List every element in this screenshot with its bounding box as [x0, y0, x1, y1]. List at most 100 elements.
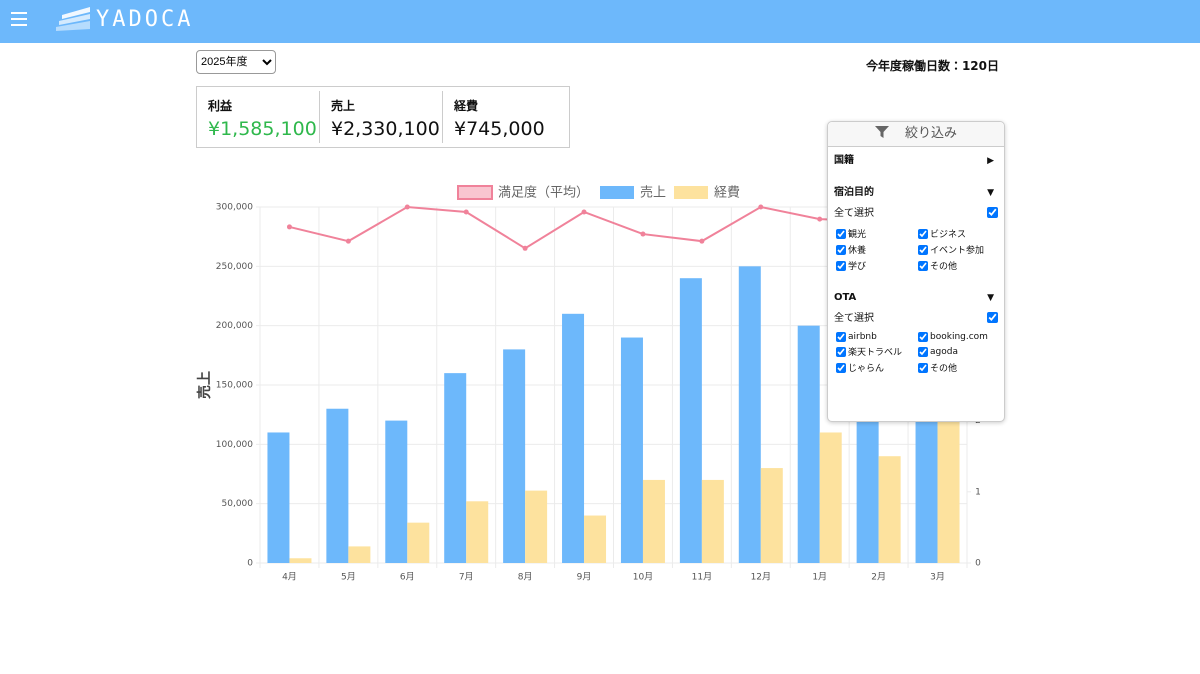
option-checkbox[interactable]	[836, 346, 846, 357]
year-select[interactable]: 2025年度	[196, 50, 276, 74]
x-tick-label: 1月	[812, 572, 827, 583]
option-checkbox[interactable]	[918, 346, 928, 357]
bar	[819, 432, 842, 563]
option[interactable]: ビジネス	[918, 227, 1000, 240]
option[interactable]: airbnb	[836, 332, 918, 342]
kpi: 売上 ¥2,330,100	[320, 91, 443, 143]
bar	[385, 420, 408, 563]
filter-panel: 絞り込み 国籍 ▶ 宿泊目的 ▼ 全て選択 観光 ビジネス 休養 イベント参加 学び その他 …	[827, 121, 1005, 422]
bar	[642, 479, 665, 563]
line-point	[699, 238, 705, 244]
x-tick-label: 2月	[871, 572, 886, 583]
option[interactable]: 学び	[836, 259, 918, 272]
legend-swatch	[674, 186, 708, 199]
option-checkbox[interactable]	[836, 362, 846, 373]
select-all: 全て選択	[828, 308, 1004, 330]
kpi-value: ¥2,330,100	[331, 118, 440, 140]
x-tick-label: 9月	[577, 572, 592, 583]
option-label: イベント参加	[930, 246, 985, 256]
kpi-box: 利益 ¥1,585,100 売上 ¥2,330,100 経費 ¥745,000	[196, 86, 570, 148]
option-checkbox[interactable]	[836, 332, 846, 342]
x-tick-label: 11月	[692, 572, 712, 583]
kpi-value: ¥745,000	[454, 118, 545, 140]
line-point	[817, 216, 823, 222]
bar	[267, 432, 290, 563]
bar	[503, 349, 526, 563]
legend-label: 経費	[714, 186, 740, 201]
option-label: 楽天トラベル	[848, 348, 903, 358]
option-checkbox[interactable]	[918, 228, 928, 239]
x-tick-label: 12月	[751, 572, 771, 583]
y-axis-label: 売上	[196, 371, 213, 399]
x-tick-label: 10月	[633, 572, 653, 583]
bar	[407, 522, 430, 563]
y-tick-label: 250,000	[216, 262, 253, 272]
filter-title-text: 絞り込み	[904, 126, 957, 141]
kpi-value: ¥1,585,100	[208, 118, 317, 140]
option-label: 休養	[848, 246, 867, 256]
expand-arrow: ▼	[987, 293, 994, 303]
filter-title[interactable]: 絞り込み	[828, 122, 1004, 147]
option-label: 学び	[848, 262, 867, 272]
bar	[760, 468, 783, 563]
option-grid: 観光 ビジネス休養 イベント参加学び その他	[828, 225, 1004, 276]
option-checkbox[interactable]	[918, 332, 928, 342]
bar	[562, 313, 585, 563]
section-header[interactable]: 宿泊目的 ▼	[828, 183, 1004, 203]
section-header[interactable]: 国籍 ▶	[828, 151, 1004, 171]
bar	[348, 546, 371, 563]
bar	[326, 408, 349, 563]
x-tick-label: 3月	[930, 572, 945, 583]
option[interactable]: 楽天トラベル	[836, 345, 918, 358]
select-all-checkbox[interactable]	[987, 207, 998, 218]
option[interactable]: じゃらん	[836, 361, 918, 374]
option[interactable]: booking.com	[918, 332, 1000, 342]
top-bar: YADOCA	[0, 0, 1200, 43]
x-tick-label: 6月	[400, 572, 415, 583]
bar	[620, 337, 643, 563]
select-all-label: 全て選択	[834, 313, 874, 324]
operating-days: 今年度稼働日数：120日	[865, 59, 999, 73]
option-checkbox[interactable]	[918, 362, 928, 373]
option[interactable]: その他	[918, 259, 1000, 272]
option-checkbox[interactable]	[836, 260, 846, 271]
select-all-checkbox[interactable]	[987, 312, 998, 323]
option-label: 観光	[848, 230, 867, 240]
bar	[738, 266, 761, 563]
logo-icon	[56, 7, 90, 31]
option-checkbox[interactable]	[836, 228, 846, 239]
option-label: ビジネス	[930, 230, 967, 240]
bar	[679, 278, 702, 563]
menu-button[interactable]	[11, 12, 27, 30]
option[interactable]: agoda	[918, 345, 1000, 358]
logo: YADOCA	[96, 7, 194, 32]
filter-icon	[874, 126, 889, 138]
option[interactable]: 休養	[836, 243, 918, 256]
option-checkbox[interactable]	[836, 244, 846, 255]
section-header[interactable]: OTA ▼	[828, 288, 1004, 308]
x-tick-label: 5月	[341, 572, 356, 583]
y-tick-label: 50,000	[222, 499, 254, 509]
legend-swatch	[457, 185, 493, 200]
expand-arrow: ▶	[987, 156, 994, 166]
option-checkbox[interactable]	[918, 244, 928, 255]
bar	[466, 501, 489, 563]
legend-label: 満足度（平均）	[498, 185, 589, 201]
x-tick-label: 4月	[282, 572, 297, 583]
option[interactable]: 観光	[836, 227, 918, 240]
option[interactable]: その他	[918, 361, 1000, 374]
option[interactable]: イベント参加	[918, 243, 1000, 256]
section-title: 国籍	[834, 155, 854, 166]
option-checkbox[interactable]	[918, 260, 928, 271]
option-label: その他	[930, 262, 958, 272]
line-point	[522, 245, 528, 251]
line-point	[463, 209, 469, 215]
legend-swatch	[600, 186, 634, 199]
kpi-label: 経費	[454, 99, 479, 113]
option-grid: airbnb booking.com 楽天トラベル agoda じゃらん その他	[828, 330, 1004, 378]
legend-label: 売上	[640, 185, 666, 201]
y-tick-label: 200,000	[216, 321, 253, 331]
bar	[289, 558, 312, 563]
